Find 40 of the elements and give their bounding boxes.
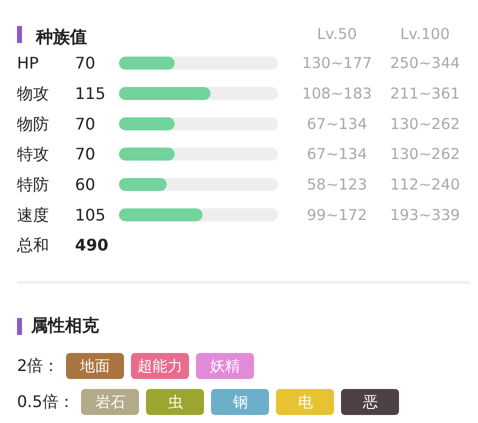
data-label: 70 bbox=[75, 54, 96, 73]
data-label: 60 bbox=[75, 175, 96, 194]
type-tag: 超能力 bbox=[131, 353, 190, 379]
type-tag: 恶 bbox=[341, 389, 400, 415]
text: 67~134 bbox=[306, 145, 368, 164]
text: 250~344 bbox=[390, 54, 460, 72]
type-tag: 钢 bbox=[211, 389, 270, 415]
data-label: 105 bbox=[75, 205, 106, 224]
text: 130~262 bbox=[390, 145, 460, 164]
text: 总和 bbox=[16, 236, 49, 255]
y-tick-label: 特攻 bbox=[17, 144, 49, 164]
data-label: 70 bbox=[75, 144, 96, 164]
text: 108~183 bbox=[302, 84, 372, 102]
text: 211~361 bbox=[390, 84, 460, 102]
type-tag: 虫 bbox=[146, 389, 204, 415]
y-tick-label: 物攻 bbox=[17, 84, 49, 103]
text: 属性相克 bbox=[31, 316, 99, 336]
data-label: 115 bbox=[75, 84, 106, 103]
type-tag: 岩石 bbox=[81, 389, 140, 415]
category-label: 2倍： bbox=[17, 356, 60, 374]
text: 193~339 bbox=[390, 206, 460, 224]
y-tick-label: HP bbox=[17, 54, 40, 73]
text: 58~123 bbox=[306, 176, 368, 194]
category-label: 0.5倍： bbox=[17, 392, 74, 410]
text: 130~177 bbox=[302, 54, 372, 72]
type-tag: 妖精 bbox=[196, 353, 254, 379]
text: 67~134 bbox=[306, 114, 368, 133]
text: Lv.50 bbox=[317, 25, 357, 43]
text: 490 bbox=[75, 236, 108, 255]
type-tag: 电 bbox=[276, 389, 334, 415]
text: 112~240 bbox=[390, 176, 460, 194]
text: 130~262 bbox=[390, 114, 460, 133]
y-tick-label: 物防 bbox=[17, 114, 49, 134]
chart-title: 种族值 bbox=[35, 28, 87, 48]
text: 99~172 bbox=[306, 206, 368, 224]
data-label: 70 bbox=[75, 114, 96, 134]
y-tick-label: 速度 bbox=[17, 205, 49, 224]
y-tick-label: 特防 bbox=[17, 175, 49, 194]
text: Lv.100 bbox=[400, 25, 450, 43]
type-tag: 地面 bbox=[66, 353, 124, 379]
